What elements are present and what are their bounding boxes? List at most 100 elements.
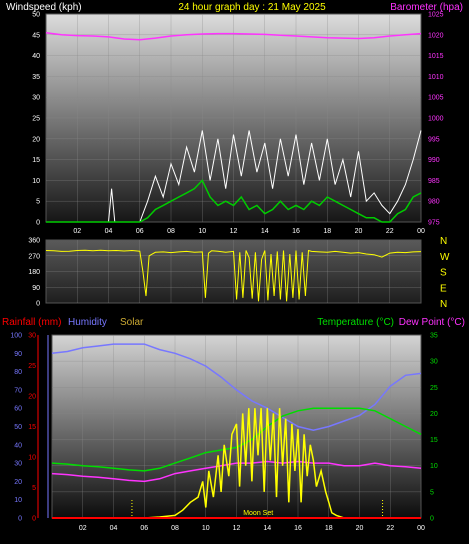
x-tick-label: 14	[261, 228, 269, 235]
wind-axis-label: Windspeed (kph)	[6, 2, 82, 13]
x-tick-label: 00	[417, 525, 425, 532]
y-tick-label: 0	[430, 516, 434, 523]
y-tick-label: 995	[428, 136, 440, 143]
y-tick-label: 10	[430, 463, 438, 470]
y-tick-label: 100	[10, 333, 22, 340]
y-tick-label: 10	[32, 178, 40, 185]
barometer-y-ticks: 975 980 985 990 995 1000 1005 1010 1015 1020 1025	[428, 12, 444, 227]
x-tick-label: 12	[233, 525, 241, 532]
compass-label: S	[440, 268, 447, 279]
y-tick-label: 50	[32, 12, 40, 19]
y-tick-label: 15	[28, 424, 36, 431]
y-tick-label: 30	[32, 95, 40, 102]
y-tick-label: 0	[32, 516, 36, 523]
compass-label: E	[440, 283, 447, 294]
legend-rainfall: Rainfall (mm)	[2, 317, 61, 328]
y-tick-label: 20	[14, 479, 22, 486]
humidity-line	[51, 343, 422, 431]
rain-y-ticks: 0 5 10 15 20 25 30	[28, 333, 36, 523]
y-tick-label: 1015	[428, 53, 444, 60]
x-tick-label: 08	[167, 228, 175, 235]
y-tick-label: 30	[430, 359, 438, 366]
temperature-y-ticks: 0 5 10 15 20 25 30 35	[430, 333, 438, 523]
y-tick-label: 30	[14, 461, 22, 468]
y-tick-label: 5	[430, 489, 434, 496]
y-tick-label: 270	[28, 253, 40, 260]
y-tick-label: 25	[32, 116, 40, 123]
y-tick-label: 0	[36, 220, 40, 227]
y-tick-label: 20	[32, 136, 40, 143]
wind-y-ticks: 0 5 10 15 20 25 30 35 40 45 50	[32, 12, 40, 227]
y-tick-label: 40	[32, 53, 40, 60]
y-tick-label: 25	[430, 385, 438, 392]
y-tick-label: 1005	[428, 95, 444, 102]
y-tick-label: 10	[28, 455, 36, 462]
x-tick-label: 02	[79, 525, 87, 532]
y-tick-label: 975	[428, 220, 440, 227]
y-tick-label: 180	[28, 269, 40, 276]
wind-grid	[46, 14, 421, 222]
y-tick-label: 5	[36, 199, 40, 206]
y-tick-label: 40	[14, 442, 22, 449]
y-tick-label: 15	[32, 157, 40, 164]
wind-direction-line	[45, 249, 422, 302]
humidity-y-ticks: 0 10 20 30 40 50 60 70 80 90 100	[10, 333, 22, 523]
y-tick-label: 35	[430, 333, 438, 340]
y-tick-label: 360	[28, 238, 40, 245]
x-tick-label: 18	[325, 525, 333, 532]
moon-set-label: Moon Set	[243, 510, 273, 517]
compass-label: W	[440, 252, 450, 263]
x-tick-label: 06	[140, 525, 148, 532]
y-tick-label: 80	[14, 369, 22, 376]
x-tick-label: 04	[105, 228, 113, 235]
x-tick-label: 16	[292, 228, 300, 235]
y-tick-label: 15	[430, 437, 438, 444]
dew-point-line	[51, 460, 422, 483]
x-tick-label: 16	[294, 525, 302, 532]
solar-line	[52, 408, 421, 519]
y-tick-label: 45	[32, 32, 40, 39]
barometer-axis-label: Barometer (hpa)	[390, 2, 463, 13]
y-tick-label: 70	[14, 387, 22, 394]
x-tick-label: 06	[136, 228, 144, 235]
y-tick-label: 0	[18, 516, 22, 523]
x-tick-label: 04	[110, 525, 118, 532]
x-tick-label: 18	[323, 228, 331, 235]
compass-label: N	[440, 236, 447, 247]
y-tick-label: 985	[428, 178, 440, 185]
legend-temperature: Temperature (°C)	[317, 317, 394, 328]
y-tick-label: 980	[428, 199, 440, 206]
chart-title: 24 hour graph day : 21 May 2025	[178, 2, 326, 13]
x-tick-label: 02	[73, 228, 81, 235]
wind-x-ticks: 02 04 06 08 10 12 14 16 18 20 22 00	[73, 228, 425, 235]
y-tick-label: 20	[28, 394, 36, 401]
compass-label: N	[440, 299, 447, 310]
temperature-line	[51, 407, 422, 472]
x-tick-label: 00	[417, 228, 425, 235]
y-tick-label: 1020	[428, 32, 444, 39]
y-tick-label: 30	[28, 333, 36, 340]
y-tick-label: 1000	[428, 116, 444, 123]
barometer-line	[45, 31, 422, 41]
y-tick-label: 60	[14, 406, 22, 413]
y-tick-label: 1025	[428, 12, 444, 19]
wind-average-line	[46, 179, 422, 223]
direction-y-ticks: 0 90 180 270 360	[28, 238, 40, 308]
x-tick-label: 14	[263, 525, 271, 532]
x-tick-label: 22	[386, 525, 394, 532]
x-tick-label: 10	[198, 228, 206, 235]
y-tick-label: 50	[14, 424, 22, 431]
y-tick-label: 0	[36, 301, 40, 308]
x-tick-label: 20	[355, 228, 363, 235]
temperature-grid	[52, 335, 421, 518]
y-tick-label: 90	[14, 351, 22, 358]
x-tick-label: 20	[356, 525, 364, 532]
legend-solar: Solar	[120, 317, 144, 328]
x-tick-label: 22	[386, 228, 394, 235]
sun-markers	[131, 500, 384, 518]
x-tick-label: 10	[202, 525, 210, 532]
y-tick-label: 25	[28, 363, 36, 370]
x-tick-label: 12	[230, 228, 238, 235]
